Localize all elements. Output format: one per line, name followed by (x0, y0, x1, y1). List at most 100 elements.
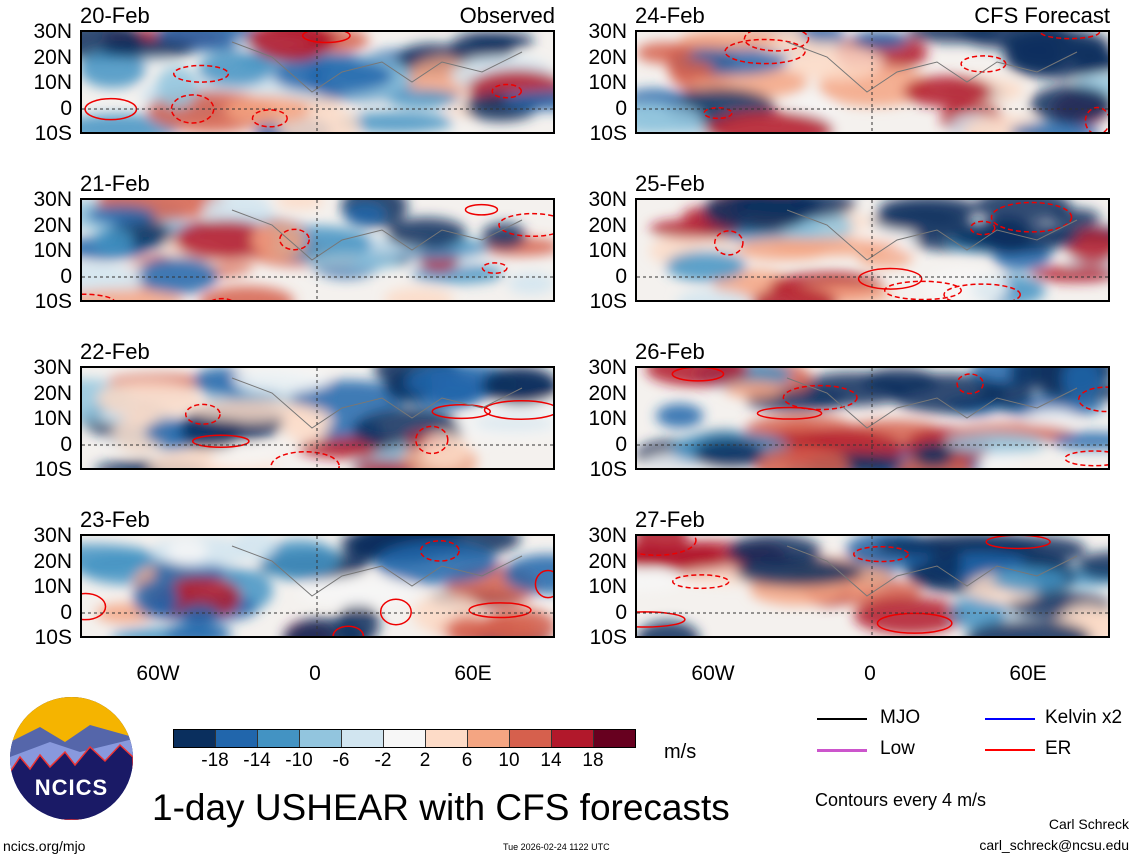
website-link[interactable]: ncics.org/mjo (3, 838, 86, 854)
colorbar-label: 10 (498, 750, 520, 771)
lat-label: 10N (33, 407, 72, 430)
colorbar-swatch (216, 730, 258, 747)
map-panel (635, 30, 1110, 134)
logo-text: NCICS (34, 775, 109, 800)
lat-label: 10S (589, 626, 627, 649)
map-panel (635, 366, 1110, 470)
lon-label: 0 (309, 662, 321, 685)
legend-er-line (985, 749, 1035, 751)
colorbar-label: -10 (285, 750, 313, 771)
colorbar-swatch (510, 730, 552, 747)
colorbar-label: 6 (461, 750, 473, 771)
colorbar-label: -2 (374, 750, 392, 771)
colorbar-swatch (426, 730, 468, 747)
lat-label: 10N (33, 575, 72, 598)
ncics-logo: NCICS (10, 697, 133, 820)
legend-er-label: ER (1045, 738, 1072, 759)
legend-mjo-label: MJO (880, 707, 921, 728)
colorbar (173, 729, 636, 748)
lat-label: 0 (60, 96, 72, 120)
colorbar-swatch (552, 730, 594, 747)
lon-label: 60W (691, 662, 735, 685)
legend-kelvin-label: Kelvin x2 (1045, 707, 1123, 728)
colorbar-swatch (384, 730, 426, 747)
map-panel (80, 30, 555, 134)
colorbar-label: 18 (582, 750, 604, 771)
lat-label: 0 (60, 264, 72, 288)
lat-label: 30N (588, 20, 627, 43)
lat-label: 20N (588, 549, 627, 573)
lat-label: 20N (33, 381, 72, 405)
lon-label: 0 (864, 662, 876, 685)
author: Carl Schreck (1048, 816, 1129, 832)
panel-date: 27-Feb (635, 507, 705, 532)
panel-date: 20-Feb (80, 3, 150, 28)
legend-low-line (817, 749, 867, 752)
lat-label: 30N (33, 20, 72, 43)
lat-label: 20N (33, 45, 72, 69)
lat-label: 10S (34, 626, 72, 649)
colorbar-label: -6 (332, 750, 350, 771)
lat-label: 10S (589, 458, 627, 481)
lat-label: 10N (33, 239, 72, 262)
lat-label: 30N (33, 188, 72, 211)
colorbar-swatch (594, 730, 635, 747)
lat-label: 0 (60, 600, 72, 624)
lat-label: 0 (60, 432, 72, 456)
panel-date: 23-Feb (80, 507, 150, 532)
panel-date: 25-Feb (635, 171, 705, 196)
lat-label: 10N (588, 407, 627, 430)
lat-label: 10N (588, 239, 627, 262)
map-panel (80, 534, 555, 638)
lat-label: 0 (615, 432, 627, 456)
lat-label: 0 (615, 600, 627, 624)
lat-label: 10S (34, 290, 72, 313)
legend-kelvin-line (985, 718, 1035, 720)
lat-label: 20N (33, 549, 72, 573)
lat-label: 20N (33, 213, 72, 237)
lat-label: 10N (33, 71, 72, 94)
map-panel (80, 366, 555, 470)
map-panel (635, 534, 1110, 638)
lat-label: 0 (615, 96, 627, 120)
lat-label: 10S (589, 122, 627, 145)
logo-mountains-icon (10, 697, 133, 820)
panel-date: 22-Feb (80, 339, 150, 364)
panel-date: 21-Feb (80, 171, 150, 196)
lat-label: 30N (33, 356, 72, 379)
lon-label: 60W (136, 662, 180, 685)
colorbar-label: 14 (540, 750, 562, 771)
lat-label: 30N (588, 356, 627, 379)
lon-label: 60E (454, 662, 492, 685)
contour-note: Contours every 4 m/s (815, 790, 987, 810)
lat-label: 30N (33, 524, 72, 547)
email[interactable]: carl_schreck@ncsu.edu (979, 837, 1129, 853)
colorbar-swatch (174, 730, 216, 747)
lat-label: 10S (34, 458, 72, 481)
colorbar-units: m/s (664, 741, 697, 763)
colorbar-swatch (342, 730, 384, 747)
legend-mjo-line (817, 718, 867, 720)
lat-label: 0 (615, 264, 627, 288)
timestamp: Tue 2026-02-24 1122 UTC (503, 842, 610, 852)
colorbar-swatch (300, 730, 342, 747)
forecast-title: CFS Forecast (974, 3, 1110, 28)
lat-label: 10S (34, 122, 72, 145)
colorbar-label: -18 (201, 750, 229, 771)
lat-label: 10N (588, 575, 627, 598)
lon-label: 60E (1009, 662, 1047, 685)
colorbar-swatch (258, 730, 300, 747)
map-panel (635, 198, 1110, 302)
main-title: 1-day USHEAR with CFS forecasts (152, 787, 730, 828)
colorbar-swatch (468, 730, 510, 747)
colorbar-label: 2 (419, 750, 431, 771)
panel-date: 24-Feb (635, 3, 705, 28)
panel-date: 26-Feb (635, 339, 705, 364)
lat-label: 10N (588, 71, 627, 94)
map-panel (80, 198, 555, 302)
lat-label: 20N (588, 381, 627, 405)
legend-low-label: Low (880, 738, 915, 759)
lat-label: 20N (588, 45, 627, 69)
colorbar-label: -14 (243, 750, 271, 771)
lat-label: 30N (588, 188, 627, 211)
